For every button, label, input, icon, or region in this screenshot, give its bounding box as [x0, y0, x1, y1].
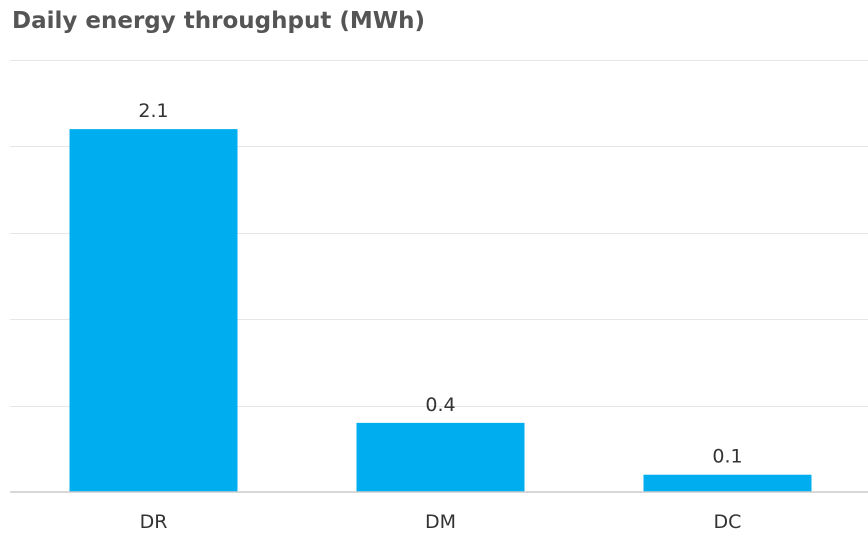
x-tick-label-dm: DM	[425, 511, 456, 533]
bar-dc	[643, 474, 812, 492]
data-label-dc: 0.1	[712, 446, 742, 468]
data-label-dr: 2.1	[138, 100, 168, 122]
x-tick-label-dr: DR	[140, 511, 168, 533]
x-tick-label-dc: DC	[714, 511, 742, 533]
bars	[69, 129, 812, 492]
data-labels: 2.1 0.4 0.1	[138, 100, 742, 468]
bar-dm	[356, 422, 525, 492]
bar-dr	[69, 129, 238, 492]
x-tick-labels: DR DM DC	[140, 511, 742, 533]
data-label-dm: 0.4	[425, 394, 455, 416]
chart-title: Daily energy throughput (MWh)	[12, 8, 425, 34]
